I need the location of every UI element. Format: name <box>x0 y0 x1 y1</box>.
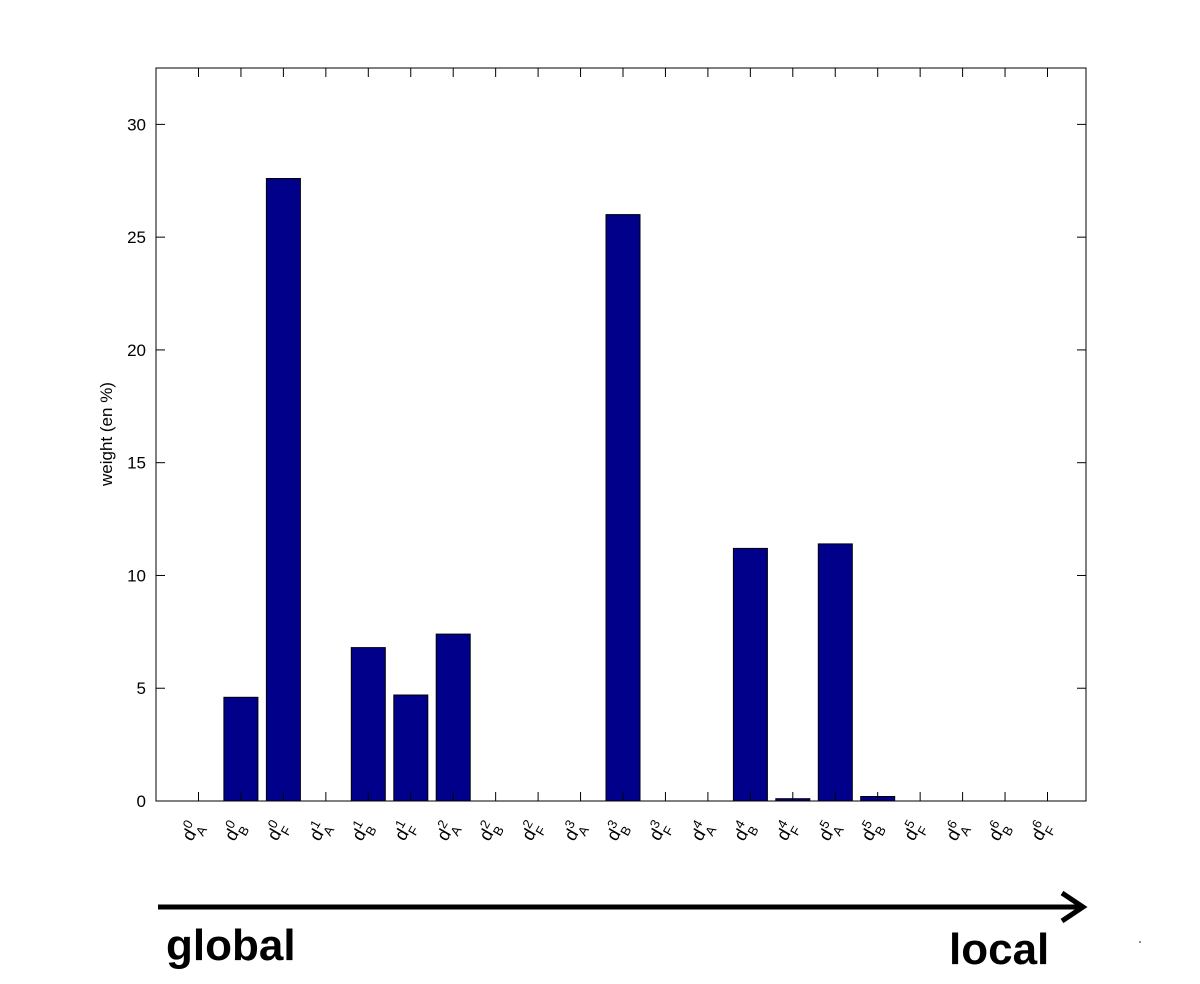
global-to-local-arrow <box>158 890 1088 924</box>
y-tick-labels: 0 5 10 15 20 25 30 <box>127 115 146 811</box>
svg-text:d6B: d6B <box>981 816 1016 847</box>
x-tick-label: d1B <box>344 816 380 847</box>
y-tick-label: 5 <box>137 679 146 698</box>
bar-10 <box>605 214 641 802</box>
x-tick-label: d0F <box>260 816 295 847</box>
svg-text:d3F: d3F <box>642 816 677 847</box>
y-axis-label: weight (en %) <box>97 382 116 487</box>
stray-dot <box>1139 941 1141 943</box>
x-tick-label: d2F <box>514 816 550 847</box>
x-tick-label: d0A <box>174 816 210 848</box>
svg-text:d0A: d0A <box>174 816 210 848</box>
x-tick-label: d1A <box>302 816 338 848</box>
svg-text:d4B: d4B <box>726 816 761 847</box>
svg-text:d2B: d2B <box>472 816 507 847</box>
x-tick-label: d3B <box>599 816 634 847</box>
x-tick-label: d4F <box>769 816 804 847</box>
svg-text:d4A: d4A <box>684 816 720 848</box>
svg-text:d1A: d1A <box>302 816 338 848</box>
bar-2 <box>265 178 301 802</box>
x-tick-label: d4A <box>684 816 720 848</box>
x-tick-label: d2A <box>429 816 465 848</box>
x-tick-label: d5A <box>811 816 847 848</box>
bar-4 <box>350 647 386 802</box>
svg-text:d2A: d2A <box>429 816 465 848</box>
y-tick-label: 30 <box>127 115 146 134</box>
y-tick-label: 25 <box>127 228 146 247</box>
bar-15 <box>817 543 853 802</box>
bar-13 <box>732 547 768 802</box>
bar-1 <box>223 696 259 802</box>
svg-text:d5F: d5F <box>896 816 931 847</box>
svg-text:d6A: d6A <box>939 816 975 848</box>
y-tick-label: 15 <box>127 454 146 473</box>
x-tick-label: d6B <box>981 816 1016 847</box>
y-tick-label: 0 <box>137 792 146 811</box>
x-tick-label: d2B <box>472 816 507 847</box>
x-tick-label: d1F <box>387 816 422 847</box>
x-tick-label: d3F <box>642 816 677 847</box>
svg-text:d6F: d6F <box>1024 816 1059 847</box>
svg-text:d0F: d0F <box>260 816 295 847</box>
y-tick-label: 10 <box>127 566 146 585</box>
svg-text:d0B: d0B <box>217 816 252 847</box>
y-tick-label: 20 <box>127 341 146 360</box>
svg-text:d4F: d4F <box>769 816 804 847</box>
x-tick-label: d4B <box>726 816 762 847</box>
x-tick-label: d5F <box>896 816 932 847</box>
x-tick-label: d6A <box>939 816 975 848</box>
svg-text:d3A: d3A <box>556 816 592 848</box>
svg-text:d3B: d3B <box>599 816 634 847</box>
x-tick-label: d3A <box>556 816 592 848</box>
svg-text:d2F: d2F <box>514 816 549 847</box>
x-tick-label: d5B <box>854 816 889 847</box>
x-tick-label: d6F <box>1024 816 1059 847</box>
bar-5 <box>393 694 429 802</box>
svg-text:d1F: d1F <box>387 816 422 847</box>
svg-text:d5B: d5B <box>854 816 889 847</box>
axis-ticks <box>156 68 1086 802</box>
global-label: global <box>166 921 296 970</box>
bar-6 <box>435 633 471 802</box>
svg-text:d5A: d5A <box>811 816 847 848</box>
plot-frame <box>155 67 1087 802</box>
x-tick-labels: d0A d0B d0F d1A d1B d1F d2A d2B d2F d3A d3B d3F d4A d… <box>174 816 1059 848</box>
x-tick-label: d0B <box>217 816 252 847</box>
local-label: local <box>949 925 1050 974</box>
bars-group <box>223 178 896 802</box>
svg-text:d1B: d1B <box>344 816 379 847</box>
